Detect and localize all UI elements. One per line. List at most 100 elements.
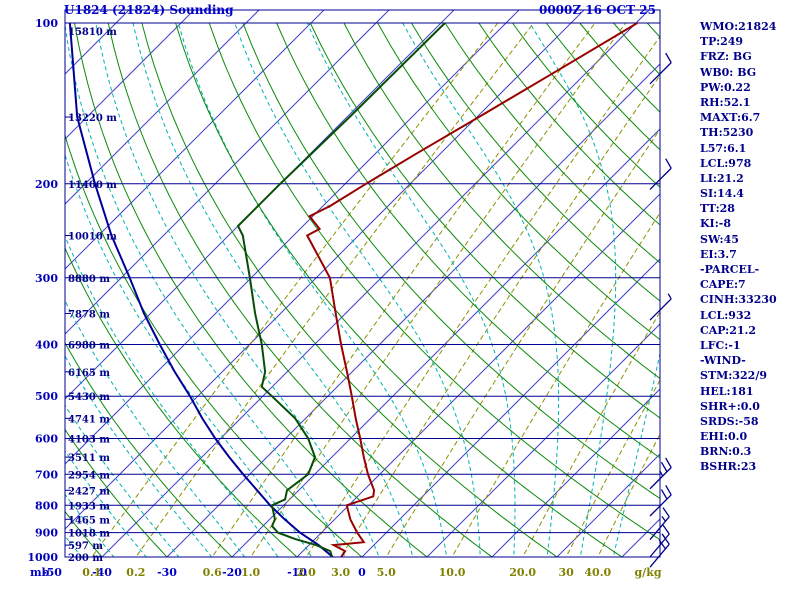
height-label: 1465 m <box>68 515 110 526</box>
index-line: TP:249 <box>700 35 744 49</box>
mixing-ratio-label: 2.0 <box>297 566 316 579</box>
index-line: BSHR:23 <box>700 460 757 474</box>
wind-barb <box>649 507 670 541</box>
plot-border <box>64 9 661 558</box>
height-label: 1933 m <box>68 501 110 512</box>
index-line: SW:45 <box>700 232 739 246</box>
height-label: 7878 m <box>68 310 110 321</box>
height-label: 5430 m <box>68 392 110 403</box>
index-line: SHR+:0.0 <box>700 399 760 413</box>
index-line: HEL:181 <box>700 384 754 398</box>
temp-tick-label: -20 <box>222 566 242 579</box>
index-line: LI:21.2 <box>700 171 744 185</box>
index-line: SI:14.4 <box>700 187 744 201</box>
index-line: LCL:978 <box>700 156 752 170</box>
index-line: TT:28 <box>700 202 735 216</box>
index-line: LCL:932 <box>700 308 752 322</box>
height-label: 11400 m <box>68 180 117 191</box>
mixing-ratio-label: 5.0 <box>377 566 396 579</box>
dry-adiabats-group <box>65 22 660 557</box>
mixing-unit-label: g/kg <box>634 566 661 579</box>
index-line: -PARCEL- <box>700 263 760 276</box>
wetbulb-curve <box>68 22 334 557</box>
height-label: 6165 m <box>68 368 110 379</box>
height-label: 2427 m <box>68 486 110 497</box>
mixing-ratio-label: 30 <box>558 566 574 579</box>
mixing-ratio-label: 40.0 <box>584 566 611 579</box>
pressure-unit-label: mb <box>30 566 50 579</box>
index-line: TH:5230 <box>700 126 754 140</box>
mixing-ratio-label: 0.1 <box>82 566 101 579</box>
pressure-tick-label: 1000 <box>27 551 58 564</box>
pressure-tick-label: 200 <box>35 178 58 191</box>
wind-barb <box>649 484 672 517</box>
index-line: -WIND- <box>700 354 746 368</box>
temp-tick-label: 0 <box>358 566 366 579</box>
pressure-tick-label: 800 <box>35 499 58 512</box>
mixing-ratio-label: 20.0 <box>509 566 536 579</box>
index-line: KI:-8 <box>700 217 731 231</box>
mixing-ratio-label: 0.2 <box>126 566 145 579</box>
index-line: EHI:0.0 <box>700 430 748 444</box>
height-label: 597 m <box>68 541 103 552</box>
dewpoint-curve <box>236 22 446 557</box>
mixing-ratio-label: 0.6 <box>203 566 222 579</box>
height-label: 8880 m <box>68 274 110 285</box>
isotherms-group <box>65 10 660 557</box>
height-label: 6980 m <box>68 341 110 352</box>
index-line: L57:6.1 <box>700 141 747 155</box>
pressure-tick-label: 300 <box>35 272 58 285</box>
mixing-ratio-lines-group <box>91 22 660 557</box>
height-label: 200 m <box>68 553 103 564</box>
index-line: WMO:21824 <box>700 20 777 33</box>
height-label: 3511 m <box>68 453 110 464</box>
height-label: 15810 m <box>68 27 117 38</box>
height-label: 4103 m <box>68 435 110 446</box>
index-line: FRZ: BG <box>700 50 752 64</box>
index-line: CAP:21.2 <box>700 323 757 337</box>
wind-barb <box>649 158 672 190</box>
mixing-ratio-label: 10.0 <box>439 566 466 579</box>
index-line: WB0: BG <box>700 65 757 79</box>
plot-area <box>65 10 660 557</box>
indices-panel: WMO:21824 TP:249 FRZ: BG WB0: BG PW:0.22 RH:5… <box>700 19 777 475</box>
index-line: MAXT:6.7 <box>700 111 761 125</box>
wind-barbs-group <box>649 52 672 568</box>
temp-tick-label: -10 <box>287 566 307 579</box>
temp-tick-label: -50 <box>42 566 62 579</box>
index-line: SRDS:-58 <box>700 414 759 428</box>
wind-barb <box>649 293 672 321</box>
temperature-curve <box>305 22 638 557</box>
height-label: 13220 m <box>68 113 117 124</box>
height-label: 10010 m <box>68 231 117 242</box>
wind-barb <box>649 534 670 568</box>
height-label: 4741 m <box>68 414 110 425</box>
index-line: BRN:0.3 <box>700 445 752 459</box>
pressure-tick-label: 500 <box>35 390 58 403</box>
wind-barb <box>649 52 672 85</box>
index-line: CINH:33230 <box>700 293 777 307</box>
pressure-lines-group <box>65 22 660 557</box>
temp-tick-label: -40 <box>92 566 112 579</box>
pressure-tick-label: 600 <box>35 433 58 446</box>
index-line: EI:3.7 <box>700 247 737 261</box>
height-label: 1018 m <box>68 529 110 540</box>
mixing-ratio-label: 3.0 <box>331 566 350 579</box>
chart-datetime: 0000Z 16 OCT 25 <box>538 3 656 17</box>
index-line: RH:52.1 <box>700 95 751 109</box>
pressure-tick-label: 700 <box>35 468 58 481</box>
pressure-tick-label: 900 <box>35 527 58 540</box>
index-line: CAPE:7 <box>700 278 746 292</box>
chart-title: U1824 (21824) Sounding <box>64 3 234 17</box>
mixing-ratio-label: 1.0 <box>241 566 260 579</box>
height-label: 2954 m <box>68 470 110 481</box>
index-line: PW:0.22 <box>700 80 751 94</box>
index-line: STM:322/9 <box>700 369 767 383</box>
temp-tick-label: -30 <box>157 566 177 579</box>
pressure-tick-label: 100 <box>35 17 58 30</box>
index-line: LFC:-1 <box>700 338 741 352</box>
pressure-tick-label: 400 <box>35 339 58 352</box>
wind-barb <box>649 457 672 490</box>
